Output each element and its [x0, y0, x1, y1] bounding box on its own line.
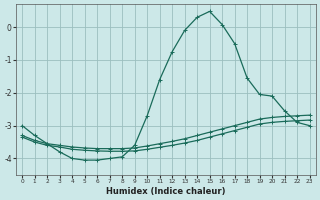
X-axis label: Humidex (Indice chaleur): Humidex (Indice chaleur) [106, 187, 226, 196]
